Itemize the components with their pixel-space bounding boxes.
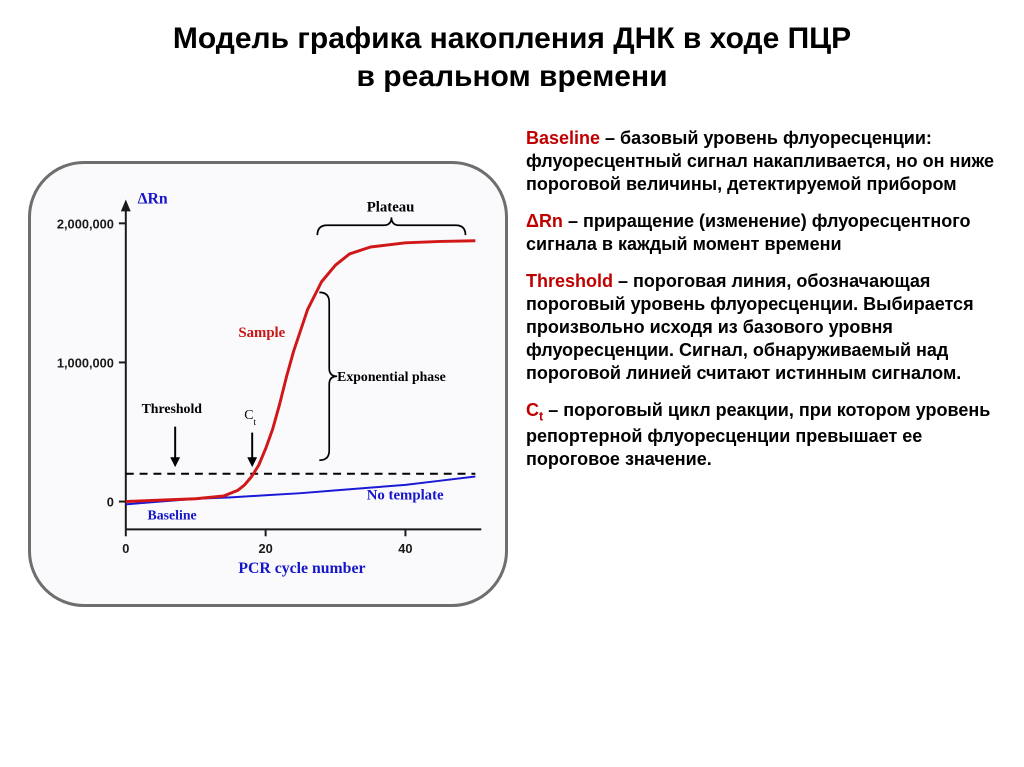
svg-text:0: 0 <box>122 541 129 556</box>
svg-text:2,000,000: 2,000,000 <box>57 216 114 231</box>
chart-svg: 0 20 40 0 1,000,000 2,000,000 ΔRn Plateau Sample… <box>31 164 505 604</box>
definition-block: Baseline – базовый уровень флуоресценции… <box>526 127 996 196</box>
definition-term: ΔRn <box>526 211 563 231</box>
svg-text:40: 40 <box>398 541 412 556</box>
definition-term: Threshold <box>526 271 613 291</box>
definition-body: – приращение (изменение) флуоресцентного… <box>526 211 970 254</box>
svg-text:0: 0 <box>107 494 114 509</box>
definition-block: Threshold – пороговая линия, обозначающа… <box>526 270 996 385</box>
svg-text:ΔRn: ΔRn <box>138 191 168 208</box>
definition-body: – пороговый цикл реакции, при котором ур… <box>526 400 990 469</box>
title-line2: в реальном времени <box>356 60 667 93</box>
svg-text:Sample: Sample <box>238 325 285 341</box>
definition-block: ΔRn – приращение (изменение) флуоресцент… <box>526 210 996 256</box>
svg-text:20: 20 <box>258 541 272 556</box>
svg-text:Plateau: Plateau <box>367 199 415 215</box>
svg-text:Ct: Ct <box>244 407 256 428</box>
definition-term: Ct <box>526 400 543 420</box>
svg-text:PCR cycle number: PCR cycle number <box>238 560 365 577</box>
svg-text:Baseline: Baseline <box>148 507 197 522</box>
page-title: Модель графика накопления ДНК в ходе ПЦР… <box>28 20 996 95</box>
definition-block: Ct – пороговый цикл реакции, при котором… <box>526 399 996 471</box>
svg-text:1,000,000: 1,000,000 <box>57 355 114 370</box>
content-row: 0 20 40 0 1,000,000 2,000,000 ΔRn Plateau Sample… <box>28 121 996 607</box>
svg-text:Threshold: Threshold <box>142 401 203 416</box>
definitions-column: Baseline – базовый уровень флуоресценции… <box>526 121 996 485</box>
svg-text:Exponential phase: Exponential phase <box>337 369 446 384</box>
pcr-amplification-chart: 0 20 40 0 1,000,000 2,000,000 ΔRn Plateau Sample… <box>28 161 508 607</box>
chart-column: 0 20 40 0 1,000,000 2,000,000 ΔRn Plateau Sample… <box>28 121 508 607</box>
definition-term: Baseline <box>526 128 600 148</box>
svg-text:No template: No template <box>367 488 444 504</box>
title-line1: Модель графика накопления ДНК в ходе ПЦР <box>173 22 851 55</box>
